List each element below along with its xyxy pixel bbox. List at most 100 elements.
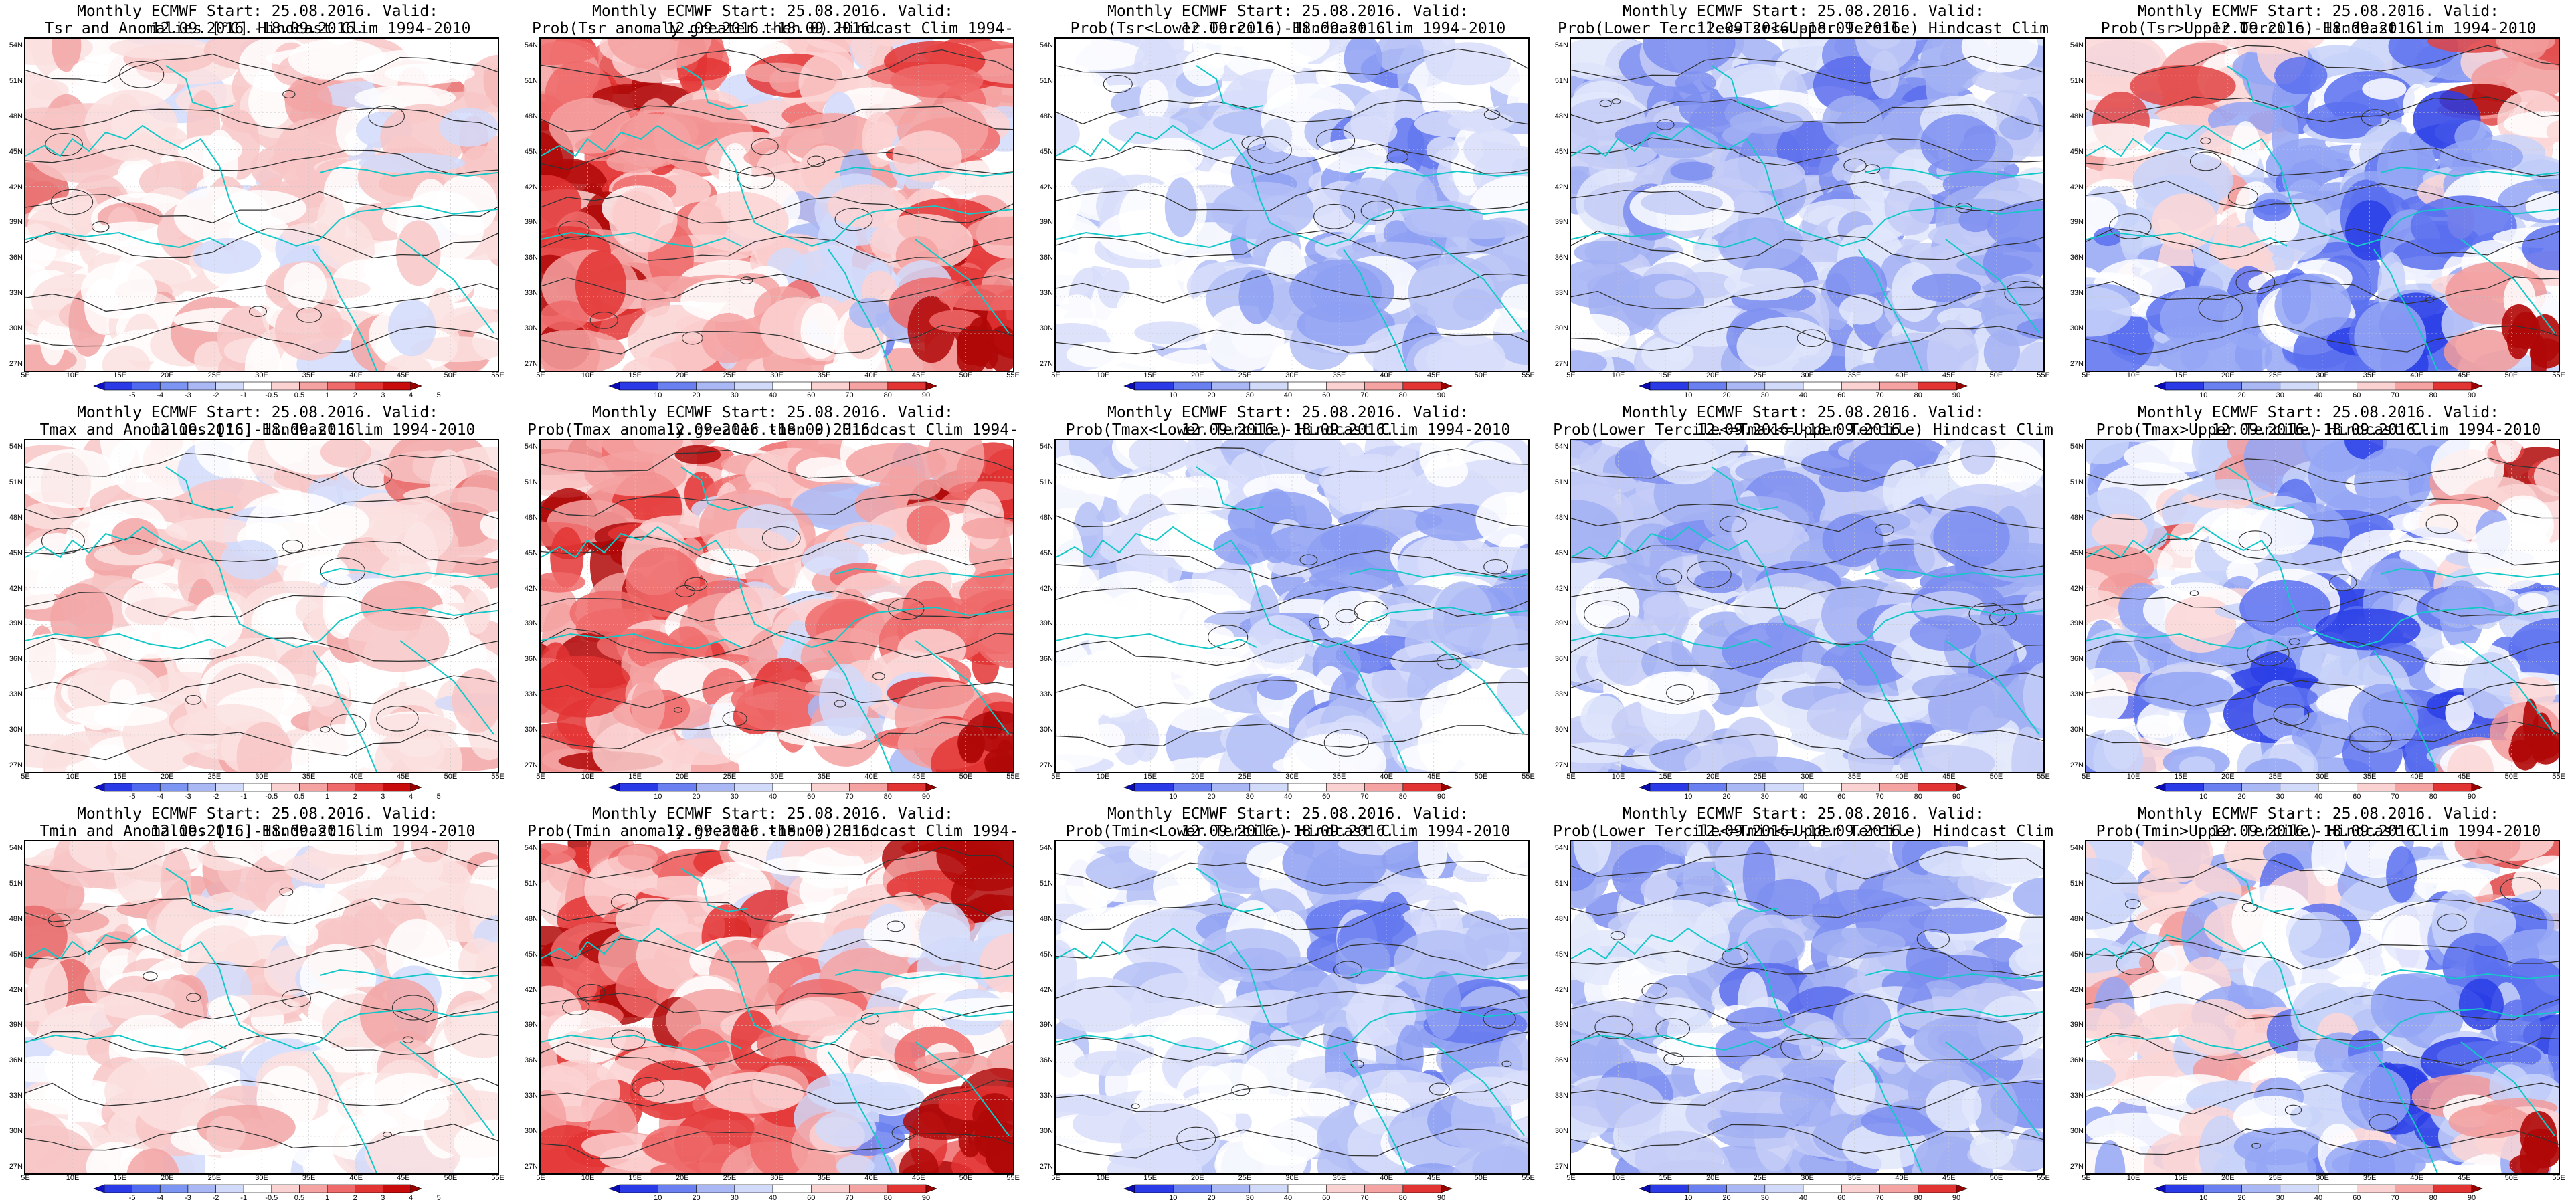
field-blob bbox=[358, 153, 466, 173]
colorbar-cap bbox=[2471, 381, 2483, 391]
lon-label: 45E bbox=[1942, 371, 1956, 379]
field-blob bbox=[1129, 440, 1192, 473]
field-blob bbox=[541, 329, 626, 371]
contour-line bbox=[541, 494, 1013, 520]
contour-line bbox=[1056, 187, 1528, 211]
lat-label: 39N bbox=[2069, 619, 2084, 628]
lon-label: 55E bbox=[1006, 773, 1020, 781]
coastline bbox=[2380, 567, 2559, 579]
field-blob bbox=[1475, 492, 1528, 548]
coastline bbox=[1196, 466, 1264, 512]
field-blob bbox=[452, 668, 498, 733]
colorbar-label: 4 bbox=[408, 1194, 413, 1202]
colorbar-label: 1 bbox=[325, 391, 330, 399]
colorbar bbox=[2154, 381, 2483, 391]
contour-loop bbox=[353, 463, 393, 488]
lon-label: 35E bbox=[817, 371, 831, 379]
colorbar-label: 30 bbox=[730, 1194, 739, 1202]
field-blob bbox=[2531, 712, 2553, 761]
coastline bbox=[1841, 606, 2043, 648]
colorbar-label: 70 bbox=[1360, 391, 1369, 399]
field-blob bbox=[2427, 587, 2515, 625]
colorbar-cap bbox=[410, 1184, 422, 1193]
field-blob bbox=[388, 299, 436, 357]
colorbar-label: 70 bbox=[845, 793, 854, 801]
field-blob bbox=[2354, 448, 2432, 516]
colorbar-segment bbox=[299, 1184, 328, 1193]
colorbar-label: 80 bbox=[1398, 793, 1407, 801]
colorbar-cap bbox=[608, 783, 620, 792]
colorbar-label: 60 bbox=[807, 793, 816, 801]
contour-loop bbox=[2189, 151, 2222, 171]
map-field bbox=[541, 39, 1013, 371]
field-blob bbox=[384, 354, 432, 371]
colorbar-segment bbox=[383, 381, 411, 391]
field-blob bbox=[1497, 668, 1528, 717]
contour-loop bbox=[1968, 603, 2006, 625]
contour-line bbox=[1571, 730, 2043, 759]
lat-label: 51N bbox=[2069, 76, 2084, 85]
colorbar-label: 90 bbox=[1952, 793, 1961, 801]
colorbar-segment bbox=[1364, 381, 1404, 391]
field-blob bbox=[846, 524, 895, 544]
colorbar-segment bbox=[271, 1184, 300, 1193]
field-blob bbox=[1501, 284, 1528, 319]
lat-label: 54N bbox=[2069, 41, 2084, 49]
lon-label: 45E bbox=[397, 1174, 410, 1182]
lon-label: 40E bbox=[864, 371, 878, 379]
colorbar-segment bbox=[355, 1184, 383, 1193]
colorbar-segment bbox=[187, 1184, 216, 1193]
contour-line bbox=[2086, 324, 2559, 355]
coastline bbox=[1865, 567, 2043, 579]
map-area bbox=[539, 439, 1014, 773]
contour-loop bbox=[1666, 684, 1694, 702]
colorbar-label: 4 bbox=[408, 793, 413, 801]
colorbar-label: 20 bbox=[2237, 793, 2246, 801]
lon-label: 55E bbox=[2037, 773, 2050, 781]
field-blob bbox=[372, 499, 454, 565]
colorbar-label: 20 bbox=[1207, 391, 1216, 399]
field-blob bbox=[1571, 500, 1621, 563]
field-blob bbox=[2510, 676, 2557, 710]
lon-label: 40E bbox=[349, 1174, 363, 1182]
lon-label: 50E bbox=[1474, 1174, 1488, 1182]
colorbar bbox=[1639, 783, 1968, 792]
colorbar bbox=[93, 783, 422, 792]
colorbar-label: 40 bbox=[2314, 391, 2323, 399]
field-blob bbox=[274, 298, 344, 361]
lat-label: 48N bbox=[1554, 112, 1568, 120]
coastline bbox=[1430, 640, 1525, 735]
colorbar-label: 90 bbox=[921, 1194, 931, 1202]
contour-loop bbox=[2238, 530, 2272, 551]
coastline bbox=[399, 640, 494, 735]
lon-label: 35E bbox=[2363, 371, 2377, 379]
colorbar-segment bbox=[299, 783, 328, 792]
field-blob bbox=[1571, 440, 1595, 466]
lon-label: 55E bbox=[1522, 773, 1535, 781]
lat-label: 39N bbox=[9, 619, 23, 628]
lon-label: 20E bbox=[161, 371, 174, 379]
field-blob bbox=[1293, 440, 1346, 471]
contour-loop bbox=[282, 90, 296, 99]
lon-label: 20E bbox=[676, 773, 689, 781]
colorbar-label: 0.5 bbox=[294, 793, 305, 801]
field-blob bbox=[2525, 191, 2559, 221]
colorbar-label: 60 bbox=[1837, 793, 1846, 801]
lon-label: 40E bbox=[349, 371, 363, 379]
panel-title-line2: Tmax and Anomalies [°C] Hindcast Clim 19… bbox=[39, 421, 476, 439]
coastline bbox=[811, 606, 1013, 648]
field-blob bbox=[2086, 668, 2129, 725]
field-blob bbox=[1228, 1093, 1295, 1116]
contour-line bbox=[541, 235, 1013, 263]
lon-label: 5E bbox=[1566, 773, 1576, 781]
lat-label: 42N bbox=[2069, 584, 2084, 593]
colorbar-segment bbox=[355, 783, 383, 792]
field-blob bbox=[66, 704, 168, 726]
field-blob bbox=[2272, 101, 2299, 173]
field-blob bbox=[179, 1017, 256, 1054]
map-field bbox=[25, 39, 498, 371]
field-blob bbox=[102, 345, 151, 371]
colorbar bbox=[93, 1184, 422, 1193]
field-blob bbox=[1133, 39, 1178, 97]
lat-label: 48N bbox=[1039, 112, 1053, 120]
